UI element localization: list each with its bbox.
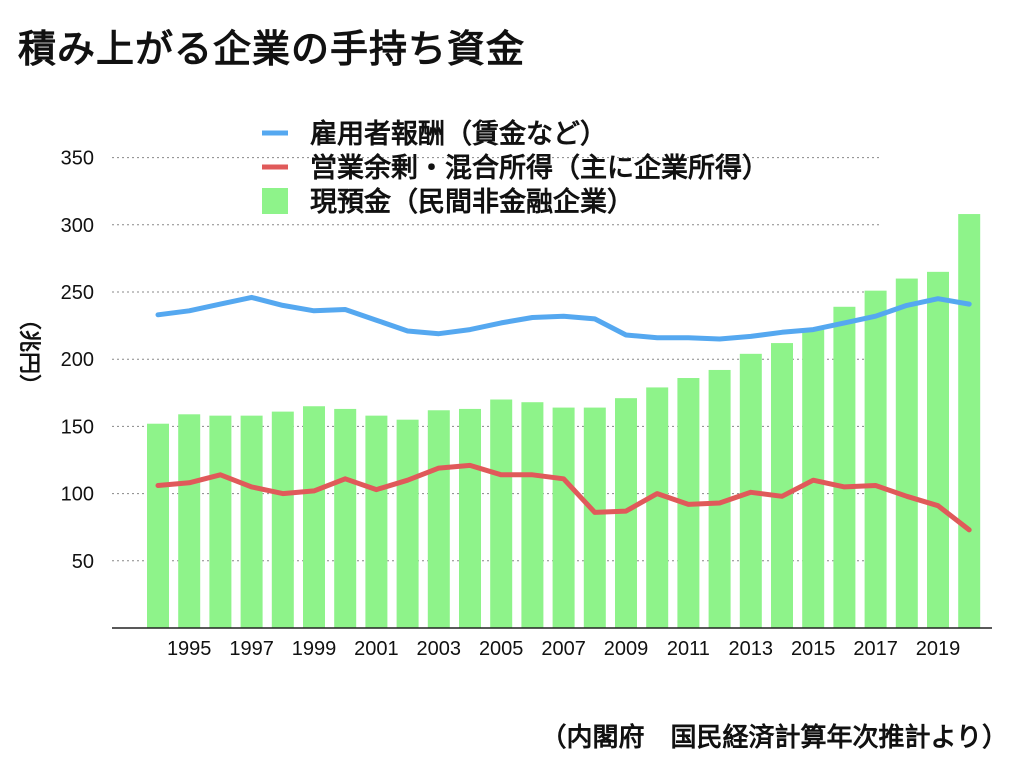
bar-cash-deposits — [427, 410, 450, 628]
bar-cash-deposits — [490, 399, 513, 628]
x-tick-label: 1997 — [229, 638, 274, 660]
legend-label: 雇用者報酬（賃金など） — [310, 118, 607, 150]
legend-bar-swatch — [262, 188, 288, 214]
bar-cash-deposits — [708, 369, 731, 628]
y-tick-labels: 50 100 150 200 250 300 350 — [61, 148, 94, 573]
y-tick-label: 350 — [61, 148, 94, 170]
bar-cash-deposits — [583, 407, 606, 628]
legend-label: 現預金（民間非金融企業） — [310, 186, 634, 218]
bar-cash-deposits — [178, 414, 201, 628]
bar-cash-deposits — [895, 278, 918, 628]
x-tick-label: 2015 — [791, 638, 836, 660]
x-tick-label: 2001 — [354, 638, 399, 660]
bar-cash-deposits — [771, 343, 793, 628]
y-tick-label: 300 — [61, 215, 94, 237]
bar-cash-deposits — [958, 214, 981, 628]
line-compensation — [155, 294, 972, 342]
x-tick-label: 2005 — [479, 638, 524, 660]
y-tick-label: 100 — [61, 484, 94, 506]
y-tick-label: 150 — [61, 416, 94, 438]
bar-cash-deposits — [271, 411, 294, 628]
bar-cash-deposits — [521, 402, 544, 628]
x-tick-labels: 1995 1997 1999 2001 2003 2005 2007 2009 2011 2013… — [167, 638, 960, 660]
y-tick-label: 50 — [72, 551, 94, 573]
x-tick-label: 2013 — [729, 638, 774, 660]
line-series — [155, 294, 972, 533]
legend: 雇用者報酬（賃金など）営業余剰・混合所得（主に企業所得）現預金（民間非金融企業） — [262, 118, 769, 218]
bar-cash-deposits — [334, 408, 357, 628]
y-tick-label: 250 — [61, 282, 94, 304]
bar-cash-deposits — [240, 415, 263, 628]
bar-cash-deposits — [927, 271, 949, 628]
bar-cash-deposits — [864, 290, 887, 628]
x-tick-label: 1995 — [167, 638, 212, 660]
line-operating-surplus — [155, 462, 972, 533]
bar-cash-deposits — [365, 415, 388, 628]
x-tick-label: 1999 — [292, 638, 337, 660]
bar-cash-deposits — [646, 387, 669, 628]
x-tick-label: 2003 — [417, 638, 462, 660]
x-tick-label: 2019 — [916, 638, 961, 660]
y-tick-label: 200 — [61, 349, 94, 371]
chart-title: 積み上がる企業の手持ち資金 — [18, 27, 526, 71]
bar-cash-deposits — [552, 407, 575, 628]
bar-cash-deposits — [147, 423, 169, 628]
x-tick-label: 2011 — [667, 638, 710, 660]
source-note: （内閣府 国民経済計算年次推計より） — [540, 723, 1008, 753]
bar-cash-deposits — [209, 415, 232, 628]
y-axis-label: （兆円） — [16, 308, 41, 396]
bar-cash-deposits — [396, 419, 419, 628]
bar-cash-deposits — [459, 408, 481, 628]
bar-series — [147, 214, 981, 628]
bar-cash-deposits — [303, 406, 325, 628]
x-tick-label: 2007 — [541, 638, 586, 660]
legend-label: 営業余剰・混合所得（主に企業所得） — [310, 152, 769, 184]
bar-cash-deposits — [833, 306, 856, 628]
x-tick-label: 2009 — [604, 638, 649, 660]
x-tick-label: 2017 — [853, 638, 898, 660]
